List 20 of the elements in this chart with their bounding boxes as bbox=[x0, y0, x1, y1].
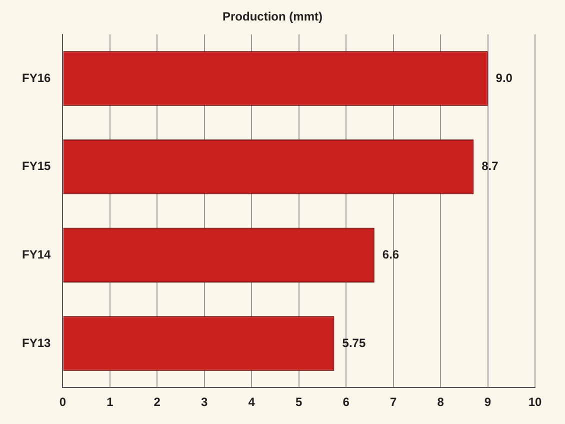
data-label: 6.6 bbox=[382, 247, 400, 262]
x-tick-label: 6 bbox=[342, 395, 350, 410]
y-tick-label: FY15 bbox=[22, 159, 51, 174]
x-tick-label: 0 bbox=[59, 395, 66, 410]
data-label: 8.7 bbox=[482, 159, 499, 174]
x-tick-label: 9 bbox=[484, 395, 492, 410]
x-tick-label: 10 bbox=[528, 395, 542, 410]
y-tick-label: FY14 bbox=[22, 247, 51, 262]
x-tick-label: 3 bbox=[201, 395, 208, 410]
y-tick-label: FY16 bbox=[22, 70, 51, 85]
x-tick-label: 7 bbox=[390, 395, 397, 410]
x-tick-label: 8 bbox=[437, 395, 444, 410]
x-tick-label: 2 bbox=[154, 395, 161, 410]
x-tick-label: 1 bbox=[106, 395, 114, 410]
chart-title: Production (mmt) bbox=[222, 10, 322, 24]
data-label: 9.0 bbox=[496, 70, 513, 85]
data-label: 5.75 bbox=[342, 336, 366, 350]
x-tick-label: 4 bbox=[248, 395, 256, 410]
x-tick-label: 5 bbox=[295, 395, 302, 410]
y-tick-label: FY13 bbox=[22, 336, 51, 350]
